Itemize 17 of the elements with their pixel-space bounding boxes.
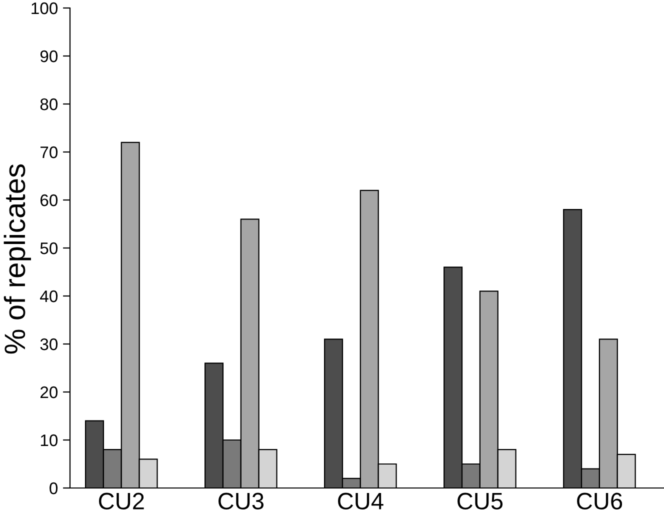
y-tick-label: 100 [32,2,58,14]
y-axis-title: % of replicates [4,164,31,354]
y-tick-label: 40 [40,290,58,302]
y-tick-label: 90 [40,50,58,62]
y-tick-label: 50 [40,242,58,254]
y-tick-label: 20 [40,386,58,398]
x-tick-label: CU6 [577,492,622,510]
x-tick-label: CU2 [98,492,144,510]
x-tick-label: CU4 [338,492,384,510]
y-tick-label: 70 [40,146,58,158]
y-tick-label: 10 [40,434,58,446]
y-tick-label: 60 [40,194,58,206]
x-tick-label: CU3 [218,492,264,510]
y-tick-label: 30 [40,338,58,350]
x-tick-label: CU5 [458,492,503,510]
y-tick-label: 80 [40,98,58,110]
y-tick-label: 0 [50,482,58,494]
